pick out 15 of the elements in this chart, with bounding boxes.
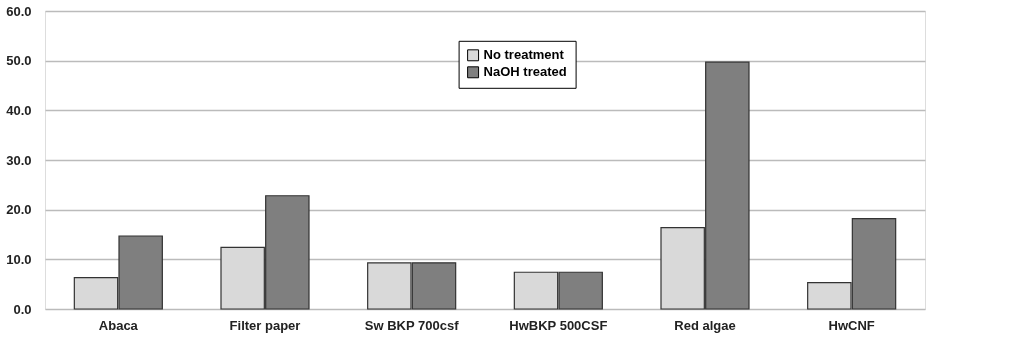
y-tick-label: 40.0 xyxy=(6,102,32,118)
legend-label: No treatment xyxy=(483,47,565,63)
y-tick-label: 10.0 xyxy=(6,251,32,267)
x-tick-label: HwBKP 500CSF xyxy=(509,317,608,333)
y-tick-label: 30.0 xyxy=(6,152,32,168)
x-tick-label: Abaca xyxy=(98,317,139,333)
y-tick-label: 20.0 xyxy=(6,202,32,218)
y-tick-label: 50.0 xyxy=(6,53,32,69)
y-tick-label: 0.0 xyxy=(13,301,32,317)
x-tick-label: Red algae xyxy=(674,317,736,333)
y-tick-label: 60.0 xyxy=(6,3,32,19)
x-tick-label: HwCNF xyxy=(828,317,875,333)
legend-label: NaOH treated xyxy=(483,64,567,80)
x-tick-label: Sw BKP 700csf xyxy=(364,317,460,333)
x-tick-label: Filter paper xyxy=(229,317,301,333)
